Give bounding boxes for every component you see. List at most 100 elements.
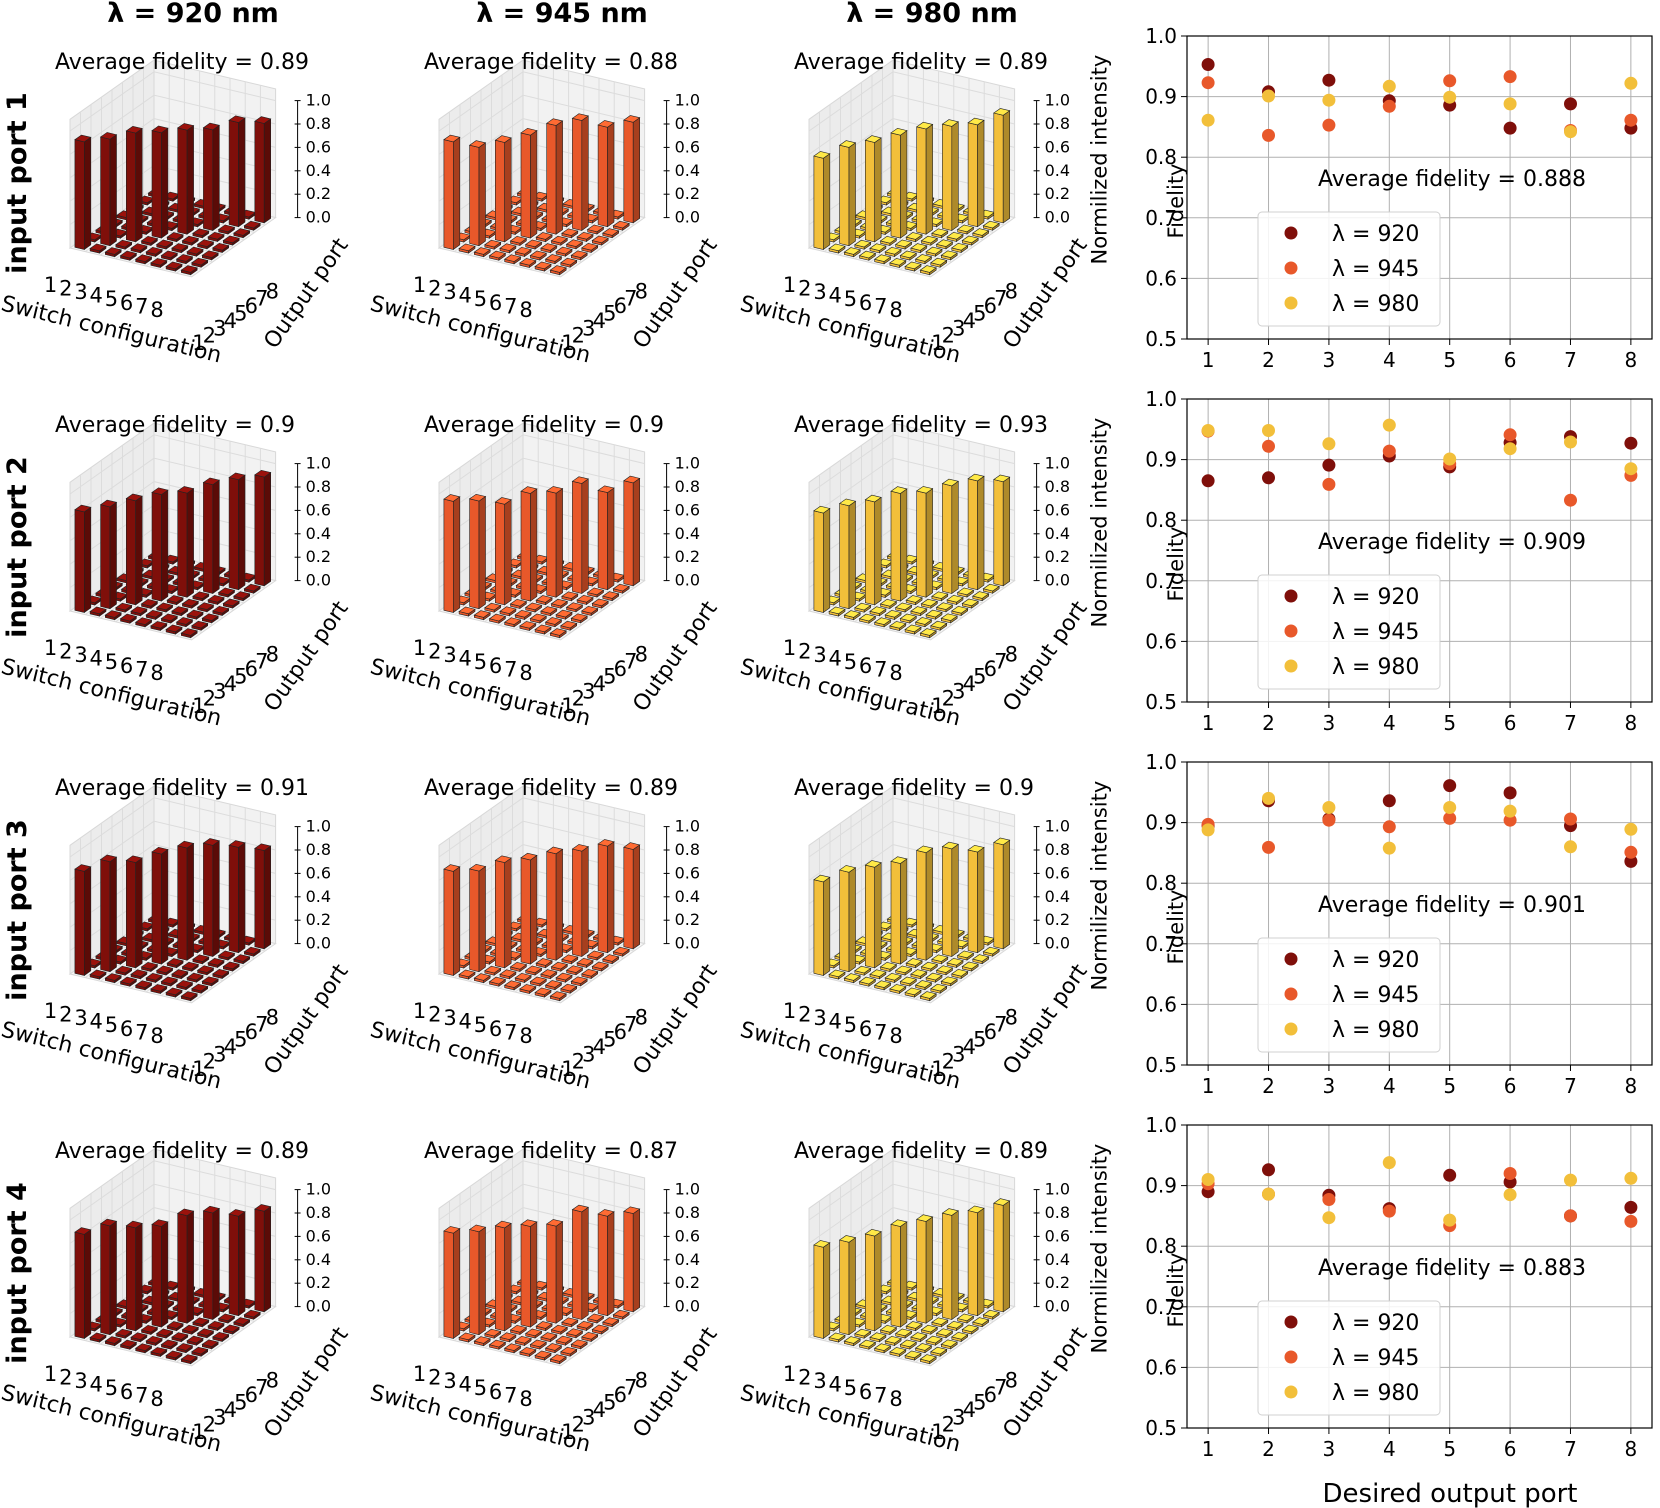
bar [458,969,476,980]
x-tick-label: 6 [489,1017,502,1041]
bar [915,486,934,598]
bar [879,598,898,610]
y-tick-label: 1 [192,1057,205,1081]
plot-frame [1186,398,1653,703]
y-tick-label: 4 [593,1398,606,1422]
bar [520,1219,538,1328]
data-point [1201,424,1215,437]
bar [828,606,846,617]
bar [864,135,882,243]
y-tick-label: 6 [614,657,627,681]
bar [468,1224,487,1336]
data-point [1624,436,1638,450]
bar [571,1204,590,1321]
y-tick-label: 3 [952,1405,965,1429]
y-tick-label: 0.8 [1145,508,1177,532]
x-tick-label: 1 [44,1362,57,1386]
x-tick-label: 3 [443,280,456,304]
bar [134,617,153,628]
bar [935,1328,954,1339]
z-tick-label: 0.8 [1045,1203,1070,1222]
x-tick-label: 1 [413,273,426,297]
bar [597,839,615,954]
x-tick-label: 2 [798,1002,811,1026]
bar [545,486,564,598]
data-point [1262,791,1275,805]
x-tick-label: 7 [874,294,887,318]
x-tick-label: 1 [413,999,426,1023]
bar [222,235,240,246]
bar [570,613,588,624]
bar [458,243,476,254]
bar [864,860,882,969]
bar [935,965,954,976]
z-tick-label: 0.4 [1045,161,1070,180]
y-tick-label: 1 [931,1420,944,1444]
bar [196,965,215,976]
bar [576,231,594,243]
bar [889,1347,907,1358]
bar [864,494,882,606]
bar [586,224,605,235]
z-tick-label: 0.0 [675,934,700,953]
bar [155,602,174,613]
bar [879,1324,898,1336]
bar [243,1309,261,1320]
bar [125,493,143,606]
x-tick-label: 4 [90,647,103,671]
bar [838,140,857,247]
bar [119,1339,138,1350]
x-tick-label: 8 [1624,348,1637,372]
average-fidelity-text: Average fidelity = 0.909 [1318,530,1586,555]
bar [520,127,538,239]
z-tick-label: 0.2 [675,547,700,566]
bar [967,473,985,591]
y-tick-label: 1 [931,1057,944,1081]
x-tick-label: 2 [798,276,811,300]
x-tick-label: 6 [859,1017,872,1041]
data-point [1322,1193,1336,1206]
bar [920,1324,939,1335]
bar [946,231,964,243]
bar [186,609,204,620]
bar [930,620,948,631]
y-tick-label: 6 [245,294,258,318]
bar [529,976,548,987]
bar [119,613,138,624]
x-tick-label: 7 [135,1383,148,1407]
bar [151,125,169,239]
x-tick-label: 5 [844,650,857,674]
y-tick-label: 4 [224,309,237,333]
bar [233,954,251,965]
bar [899,250,918,261]
y-tick-label: 8 [635,1005,648,1029]
x-tick-label: 3 [74,1006,87,1030]
bar [499,243,517,254]
bar [228,840,246,954]
y-tick-label: 6 [245,1383,258,1407]
bar [602,591,620,602]
x-tick-label: 2 [798,1365,811,1389]
x-tick-label: 3 [1323,348,1336,372]
column-title-945: λ = 945 nm [476,0,648,29]
x-tick-label: 1 [783,1362,796,1386]
y-tick-label: 5 [234,302,247,326]
bar [843,610,861,621]
y-tick-label: 4 [963,672,976,696]
z-tick-label: 0.6 [306,863,331,882]
bar [202,838,221,958]
x-tick-label: 1 [1202,348,1215,372]
x-tick-label: 7 [1564,1437,1577,1461]
bar [890,486,908,602]
z-tick-label: 0.4 [306,161,331,180]
bar [202,122,221,232]
bar [254,116,272,224]
z-tick-label: 1.0 [306,1180,331,1199]
data-point [1322,118,1336,132]
bar [119,976,138,987]
x-tick-label: 8 [889,1387,902,1411]
bar [499,606,517,617]
z-tick-label: 0.8 [1045,477,1070,496]
bar [879,961,898,973]
bar [201,250,219,261]
